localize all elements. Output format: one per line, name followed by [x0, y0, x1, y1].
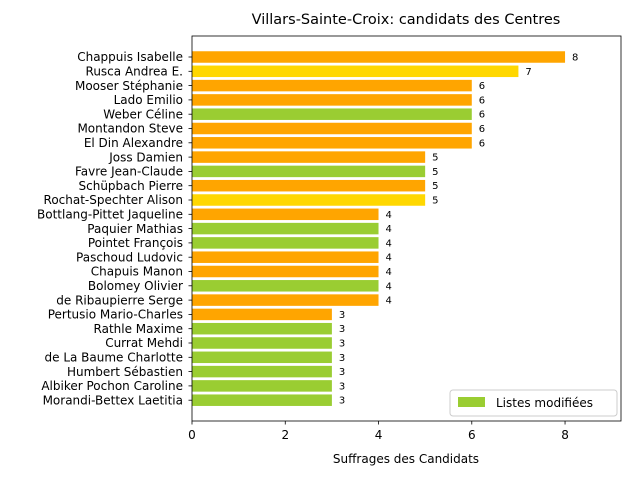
bar [192, 280, 379, 292]
plot-frame [191, 35, 622, 422]
y-tick-label: Morandi-Bettex Laetitia [43, 393, 183, 407]
data-label: 4 [386, 281, 392, 292]
y-tick-label: El Din Alexandre [84, 136, 183, 150]
x-tick-label: 2 [281, 428, 289, 442]
bar [192, 65, 519, 78]
data-label: 3 [339, 353, 345, 364]
y-tick-label: Albiker Pochon Caroline [41, 379, 183, 393]
data-label: 6 [479, 81, 485, 92]
bar [192, 322, 332, 335]
x-tick-label: 8 [561, 428, 569, 442]
data-label: 3 [339, 367, 345, 378]
bar [192, 222, 379, 235]
bar [192, 294, 379, 306]
data-label: 3 [339, 396, 345, 407]
chart-title: Villars-Sainte-Croix: candidats des Cent… [252, 12, 561, 28]
y-tick-label: Mooser Stéphanie [75, 79, 183, 93]
bar [192, 380, 332, 392]
bar [192, 351, 332, 364]
data-label: 5 [432, 181, 438, 192]
y-tick-label: Montandon Steve [77, 122, 183, 136]
data-label: 7 [525, 67, 531, 78]
bar [192, 137, 472, 149]
y-tick-label: Humbert Sébastien [67, 365, 183, 379]
data-label: 4 [386, 296, 392, 307]
data-label: 5 [432, 196, 438, 207]
y-tick-label: Favre Jean-Claude [75, 165, 183, 179]
data-label: 5 [432, 153, 438, 164]
bar [192, 108, 472, 120]
x-tick-label: 4 [375, 428, 383, 442]
bar [192, 237, 379, 249]
data-label: 6 [479, 138, 485, 149]
bar [192, 251, 379, 263]
y-tick-label: Joss Damien [108, 150, 183, 164]
bar [192, 208, 379, 221]
x-tick-label: 0 [188, 428, 196, 442]
y-tick-label: Lado Emilio [114, 93, 183, 107]
data-label: 3 [339, 324, 345, 335]
bar [192, 79, 472, 92]
data-label: 4 [386, 238, 392, 249]
data-label: 4 [386, 224, 392, 235]
y-tick-label: Schüpbach Pierre [79, 179, 184, 193]
bar [192, 51, 566, 63]
bar [192, 122, 472, 135]
y-tick-label: Paschoud Ludovic [76, 250, 183, 264]
data-label: 6 [479, 124, 485, 135]
bars-layer: 8 7 6 6 6 6 6 5 5 5 5 4 4 4 4 4 4 4 3 3 3 3 3 3 3 [192, 51, 578, 407]
data-label: 3 [339, 381, 345, 392]
bar [192, 194, 426, 206]
y-tick-label: de Ribaupierre Serge [56, 293, 183, 307]
y-tick-label: Rathle Maxime [94, 322, 183, 336]
bar [192, 179, 426, 192]
data-label: 4 [386, 253, 392, 264]
bar [192, 308, 332, 321]
data-label: 6 [479, 95, 485, 106]
y-tick-label: Pertusio Mario-Charles [48, 308, 183, 322]
legend-box [449, 389, 618, 417]
y-tick-label: Chapuis Manon [91, 265, 183, 279]
y-tick-label: Rochat-Spechter Alison [44, 193, 183, 207]
x-tick-label: 6 [468, 428, 476, 442]
bar [192, 265, 379, 278]
data-label: 4 [386, 210, 392, 221]
legend-swatch [458, 397, 485, 407]
bar [192, 165, 426, 178]
data-label: 5 [432, 167, 438, 178]
bar [192, 365, 332, 378]
y-tick-label: Rusca Andrea E. [86, 65, 183, 79]
data-label: 4 [386, 267, 392, 278]
data-label: 6 [479, 110, 485, 121]
data-label: 3 [339, 339, 345, 350]
y-tick-label: Bolomey Olivier [88, 279, 183, 293]
data-label: 3 [339, 310, 345, 321]
bar [192, 337, 332, 349]
y-tick-label: Paquier Mathias [87, 222, 183, 236]
legend-label: Listes modifiées [496, 396, 593, 410]
x-axis-title: Suffrages des Candidats [333, 452, 479, 466]
bar [192, 394, 332, 406]
data-label: 8 [572, 53, 578, 64]
bar [192, 94, 472, 106]
legend: Listes modifiées [449, 389, 618, 417]
y-tick-label: Currat Mehdi [105, 336, 183, 350]
y-tick-label: Chappuis Isabelle [77, 50, 183, 64]
bar [192, 151, 426, 163]
y-tick-label: Pointet François [88, 236, 183, 250]
y-tick-label: Bottlang-Pittet Jaqueline [37, 208, 183, 222]
y-tick-label: de La Baume Charlotte [45, 351, 184, 365]
y-tick-label: Weber Céline [103, 107, 183, 121]
